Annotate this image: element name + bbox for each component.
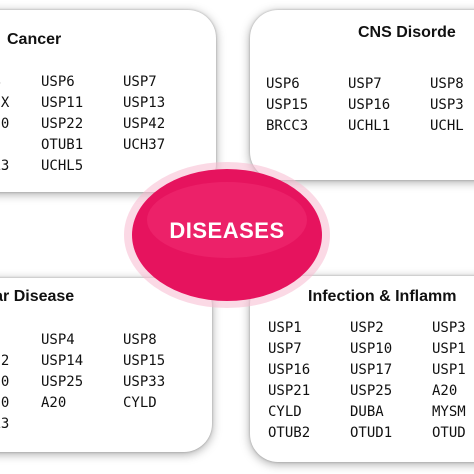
diseases-label: DISEASES	[169, 218, 285, 243]
gene-label: USP7	[123, 74, 157, 90]
infection-inflammation-panel: Infection & Inflamm USP1 USP2 USP3 USP7 USP1…	[250, 276, 474, 462]
gene-label: P3	[0, 330, 41, 351]
gene-label: USP6	[266, 76, 300, 92]
gene-label: USP16	[348, 97, 391, 113]
cns-disorders-panel: CNS Disorde USP6 USP7 USP8 USP15 USP16 USP3 BR…	[250, 10, 474, 180]
gene-label: USP21	[268, 383, 311, 399]
cancer-gene-list: P4USP6 USP7 P9X USP11 USP13 P20 USP22 USP42 LDOT…	[0, 72, 205, 177]
cancer-panel-title: Cancer	[7, 31, 62, 48]
gene-label: CYLD	[123, 395, 157, 411]
gene-label: USP11	[41, 95, 84, 111]
cns-gene-list: USP6 USP7 USP8 USP15 USP16 USP3 BRCC3 UCHL1 UCHL	[266, 74, 474, 137]
gene-label: DUBA	[350, 404, 384, 420]
gene-label: USP6	[41, 74, 75, 90]
gene-label: UCHL1	[348, 118, 391, 134]
gene-label: USP1	[432, 362, 466, 378]
gene-label: USP13	[123, 95, 166, 111]
gene-label: USP22	[41, 116, 84, 132]
gene-label: OTUB1	[41, 137, 84, 153]
gene-label: USP10	[350, 341, 393, 357]
infection-panel-title: Infection & Inflamm	[308, 288, 457, 305]
gene-label: USP14	[41, 353, 84, 369]
gene-label: USP15	[123, 353, 166, 369]
gene-label: OTUB2	[268, 425, 311, 441]
gene-label: P50	[0, 395, 10, 411]
cardio-panel-title: cular Disease	[0, 288, 75, 305]
gene-label: USP7	[268, 341, 302, 357]
gene-label: MYSM	[432, 404, 466, 420]
gene-label: USP1	[432, 341, 466, 357]
gene-label: USP8	[430, 76, 464, 92]
gene-label: USP4	[41, 332, 75, 348]
gene-label: HL3	[0, 416, 10, 432]
gene-label: UCH37	[123, 137, 166, 153]
infection-gene-list: USP1 USP2 USP3 USP7 USP10 USP1 USP16 USP17 USP1 U…	[268, 318, 474, 444]
gene-label: CYLD	[268, 404, 302, 420]
gene-label: USP1	[268, 320, 302, 336]
gene-label: P9X	[0, 95, 10, 111]
gene-label: A20	[41, 395, 67, 411]
gene-label: USP25	[41, 374, 84, 390]
gene-label: USP25	[350, 383, 393, 399]
gene-label: P20	[0, 116, 10, 132]
gene-label: A20	[432, 383, 458, 399]
gene-label: OTUD	[432, 425, 466, 441]
gene-label: BRCC3	[266, 118, 309, 134]
gene-label: HL3	[0, 158, 10, 174]
gene-label: UCHL5	[41, 158, 84, 174]
cancer-panel: Cancer P4USP6 USP7 P9X USP11 USP13 P20 USP22 US…	[0, 10, 216, 192]
gene-label: USP3	[432, 320, 466, 336]
gene-label: P4	[0, 72, 41, 93]
gene-label: USP7	[348, 76, 382, 92]
gene-label: P20	[0, 374, 10, 390]
gene-label: USP15	[266, 97, 309, 113]
cns-panel-title: CNS Disorde	[358, 24, 456, 41]
gene-label: USP33	[123, 374, 166, 390]
gene-label: USP42	[123, 116, 166, 132]
cardio-gene-list: P3USP4 USP8 P12 USP14 USP15 P20 USP25 USP33 P50 A…	[0, 330, 205, 435]
hub-shape	[124, 162, 330, 308]
gene-label: USP17	[350, 362, 393, 378]
gene-label: OTUD1	[350, 425, 393, 441]
gene-label: USP2	[350, 320, 384, 336]
gene-label: LD	[0, 135, 41, 156]
gene-label: USP3	[430, 97, 464, 113]
gene-label: P12	[0, 353, 10, 369]
gene-label: UCHL	[430, 118, 464, 134]
cardiovascular-disease-panel: cular Disease P3USP4 USP8 P12 USP14 USP15 P20…	[0, 278, 212, 452]
gene-label: USP8	[123, 332, 157, 348]
gene-label: USP16	[268, 362, 311, 378]
diseases-hub: DISEASES	[122, 160, 332, 310]
